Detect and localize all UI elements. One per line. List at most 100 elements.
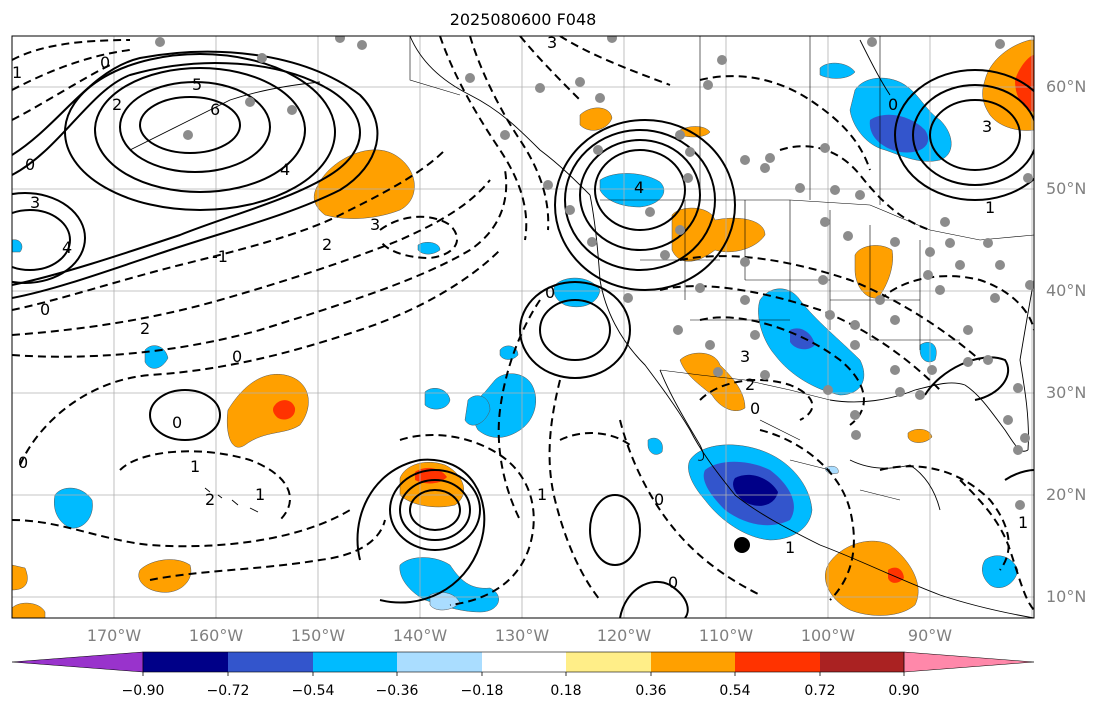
contour-label: 1 bbox=[255, 485, 265, 504]
contour-dashed-22 bbox=[879, 275, 1034, 331]
lon-label-160w: 160°W bbox=[188, 626, 244, 645]
lon-label-140w: 140°W bbox=[392, 626, 448, 645]
cool-anomaly-west-a bbox=[54, 487, 93, 529]
contour-label: 0 bbox=[668, 573, 678, 592]
contour-dashed-24 bbox=[879, 465, 1010, 571]
lat-label-10n: 10°N bbox=[1046, 587, 1087, 606]
cool-anomaly-offshore-ca bbox=[553, 277, 601, 308]
contour-label: 4 bbox=[62, 238, 72, 257]
hot-core-hawaii-north bbox=[273, 400, 296, 420]
lon-label-120w: 120°W bbox=[596, 626, 652, 645]
contour-dashed-28 bbox=[379, 215, 459, 260]
cool-anomaly-canada-small bbox=[819, 62, 856, 79]
contour-dashed-7 bbox=[149, 519, 386, 581]
contour-dashed-2 bbox=[12, 179, 491, 336]
colorbar-segment bbox=[566, 652, 651, 672]
alaska-canada-border bbox=[409, 36, 461, 96]
contour-labels: 0 1 2 3 4 5 6 0 -1 2 3 4 0 0 1 2 2 0 1 0… bbox=[12, 33, 1028, 592]
contour-140w-d bbox=[356, 458, 486, 604]
lat-label-30n: 30°N bbox=[1046, 383, 1087, 402]
cool-anomaly-pacific-small-b bbox=[499, 345, 519, 360]
contour-label: 0 bbox=[545, 283, 555, 302]
contour-dashed-5 bbox=[12, 509, 351, 548]
contour-label: 4 bbox=[280, 160, 290, 179]
contour-nw-high-4 bbox=[594, 149, 686, 231]
west-coast-na bbox=[589, 194, 821, 546]
contour-nw-high-2 bbox=[564, 129, 716, 271]
mexico-states bbox=[759, 419, 901, 501]
gulf-coast bbox=[829, 382, 966, 403]
contour-label: 3 bbox=[30, 193, 40, 212]
contour-label: 0 bbox=[654, 490, 664, 509]
warm-anomaly-hawaii-north bbox=[227, 373, 309, 448]
colorbar-extend-low bbox=[11, 651, 144, 673]
coastlines bbox=[129, 36, 1034, 618]
contour-dashed-6 bbox=[119, 450, 291, 521]
colorbar-tick-label: 0.54 bbox=[719, 683, 751, 699]
contour-label: 2 bbox=[112, 95, 122, 114]
contour-high-aleutian-4 bbox=[94, 67, 306, 193]
contour-label: 5 bbox=[192, 75, 202, 94]
colorbar bbox=[11, 651, 1035, 676]
contour-dashed-11 bbox=[559, 36, 671, 86]
storm-center-marker bbox=[734, 537, 750, 553]
cool-anomaly-pacific-130w-lower bbox=[464, 395, 491, 426]
cool-anomaly-caribbean bbox=[982, 555, 1019, 588]
contour-label: 2 bbox=[745, 375, 755, 394]
warm-anomaly-gulf-small bbox=[907, 429, 933, 443]
station-dots bbox=[155, 36, 1034, 510]
colorbar-segment bbox=[397, 652, 482, 672]
contour-label: 1 bbox=[12, 63, 22, 82]
contour-label: 1 bbox=[190, 457, 200, 476]
contour-dashed-18 bbox=[759, 429, 855, 601]
contour-label: 4 bbox=[634, 178, 644, 197]
warm-anomaly-kansas bbox=[854, 245, 893, 299]
colorbar-tick-label: 0.36 bbox=[635, 683, 667, 699]
colorbar-extend-high bbox=[903, 651, 1035, 673]
contour-dashed-1 bbox=[12, 149, 446, 311]
contour-140w-b bbox=[399, 479, 471, 541]
contour-label: 0 bbox=[232, 347, 242, 366]
contour-label: 3 bbox=[547, 33, 557, 52]
contour-label: 3 bbox=[982, 117, 992, 136]
central-america-coast bbox=[819, 544, 1034, 618]
contour-label: 3 bbox=[370, 215, 380, 234]
warm-anomaly-sw-pacific bbox=[138, 559, 192, 593]
contour-label: 0 bbox=[18, 453, 28, 472]
contour-nw-high-3 bbox=[579, 139, 701, 251]
contour-dashed-27 bbox=[12, 64, 111, 121]
lat-label-40n: 40°N bbox=[1046, 281, 1087, 300]
contour-dashed-17 bbox=[699, 316, 865, 426]
contour-high-aleutian-6 bbox=[139, 96, 241, 154]
cool-anomaly-baja bbox=[647, 437, 663, 455]
contour-label: 0 bbox=[888, 95, 898, 114]
hawaiian-islands bbox=[204, 487, 259, 513]
contour-label: -1 bbox=[212, 247, 228, 266]
yucatan bbox=[849, 459, 941, 511]
lat-label-50n: 50°N bbox=[1046, 179, 1087, 198]
contour-sw-mexico bbox=[589, 494, 641, 566]
contour-label: 0 bbox=[25, 155, 35, 174]
contour-high-aleutian-1 bbox=[12, 50, 379, 299]
lon-label-110w: 110°W bbox=[698, 626, 754, 645]
lon-label-90w: 90°W bbox=[907, 626, 953, 645]
cool-anomaly-pacific-small-a bbox=[424, 388, 451, 410]
us-mexico-border bbox=[659, 369, 831, 401]
contour-dashed-8 bbox=[469, 36, 550, 231]
aleutian-chain bbox=[129, 81, 321, 151]
colorbar-tick-label: −0.18 bbox=[460, 683, 504, 699]
contour-label: 1 bbox=[537, 485, 547, 504]
colorbar-tick-label: 0.72 bbox=[804, 683, 836, 699]
cool-anomaly-bc-coast bbox=[599, 173, 665, 208]
contour-dashed-10 bbox=[519, 36, 581, 101]
alaska-coast bbox=[409, 36, 591, 196]
gridlines bbox=[12, 36, 1034, 618]
contour-label: 1 bbox=[785, 538, 795, 557]
lon-label-150w: 150°W bbox=[290, 626, 346, 645]
negative-contours bbox=[12, 36, 1034, 611]
contour-florida bbox=[924, 356, 1010, 401]
contour-140w-c bbox=[389, 469, 481, 551]
contour-label: 0 bbox=[750, 399, 760, 418]
colorbar-tick-label: −0.54 bbox=[291, 683, 335, 699]
colorbar-segment bbox=[651, 652, 735, 672]
